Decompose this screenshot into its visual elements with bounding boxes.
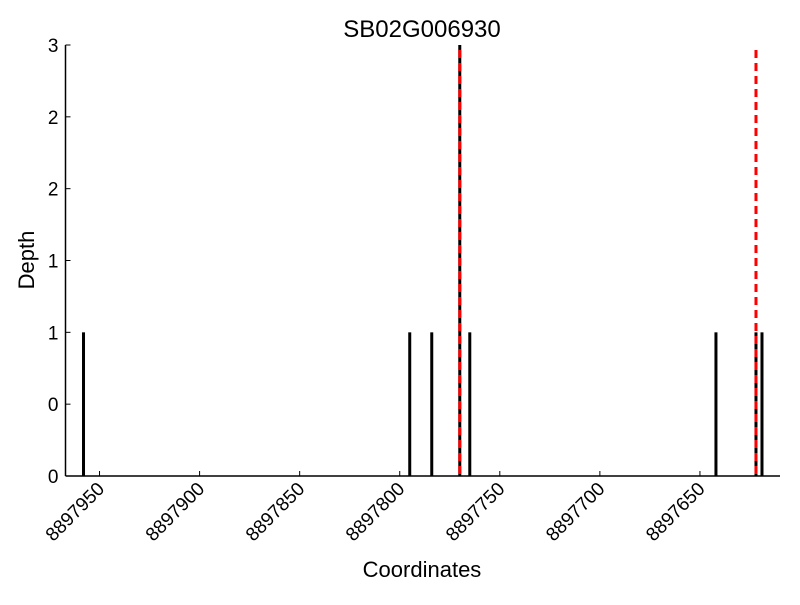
y-axis-label: Depth <box>14 231 39 290</box>
y-tick-label: 0 <box>48 467 59 488</box>
x-axis-label: Coordinates <box>363 557 482 582</box>
bar <box>82 332 86 476</box>
y-tick-label: 0 <box>48 395 59 416</box>
y-tick-label: 1 <box>48 252 59 273</box>
chart-title: SB02G006930 <box>343 16 500 43</box>
bar <box>760 332 764 476</box>
x-tick-label: 8897850 <box>242 479 309 546</box>
bar <box>468 332 472 476</box>
bar <box>408 332 412 476</box>
bar <box>714 332 718 476</box>
bar <box>430 332 434 476</box>
x-tick-label: 8897950 <box>42 479 109 546</box>
x-tick-label: 8897800 <box>342 479 409 546</box>
x-tick-label: 8897900 <box>142 479 209 546</box>
y-tick-label: 1 <box>48 323 59 344</box>
y-tick-label: 2 <box>48 180 59 201</box>
x-tick-label: 8897750 <box>442 479 509 546</box>
plot-area: 0 0 1 1 2 2 3 8897950 8897900 8897850 8897800 88977… <box>42 36 780 546</box>
x-tick-label: 8897650 <box>642 479 709 546</box>
y-tick-label: 3 <box>48 36 59 57</box>
x-tick-label: 8897700 <box>542 479 609 546</box>
y-tick-label: 2 <box>48 108 59 129</box>
